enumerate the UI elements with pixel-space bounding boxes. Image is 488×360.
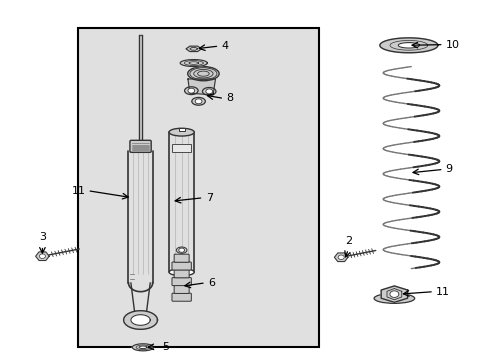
Text: 10: 10 [445, 40, 459, 50]
Ellipse shape [202, 87, 216, 95]
FancyBboxPatch shape [174, 270, 189, 278]
Circle shape [187, 88, 194, 93]
Text: 4: 4 [221, 41, 228, 51]
Polygon shape [139, 346, 146, 348]
Polygon shape [123, 311, 157, 329]
Polygon shape [397, 42, 419, 48]
FancyBboxPatch shape [172, 278, 191, 285]
FancyBboxPatch shape [172, 262, 191, 270]
Ellipse shape [184, 87, 198, 95]
FancyBboxPatch shape [174, 254, 189, 262]
Polygon shape [131, 315, 150, 325]
FancyBboxPatch shape [172, 293, 191, 301]
Circle shape [389, 291, 398, 297]
Text: 3: 3 [39, 232, 46, 242]
Circle shape [337, 255, 344, 260]
FancyBboxPatch shape [174, 285, 189, 293]
Polygon shape [36, 252, 49, 261]
Polygon shape [187, 79, 215, 95]
Polygon shape [334, 253, 347, 262]
Polygon shape [180, 59, 207, 67]
Circle shape [40, 254, 45, 258]
Bar [172, 144, 191, 152]
Ellipse shape [191, 98, 205, 105]
Bar [78, 28, 319, 347]
Text: 1: 1 [78, 186, 85, 195]
Polygon shape [188, 62, 198, 64]
Polygon shape [379, 38, 437, 53]
Ellipse shape [169, 269, 194, 276]
Bar [179, 127, 184, 131]
FancyBboxPatch shape [130, 140, 151, 152]
Circle shape [179, 248, 184, 252]
Ellipse shape [169, 128, 194, 136]
Ellipse shape [373, 293, 414, 303]
Polygon shape [132, 344, 153, 351]
Text: 6: 6 [207, 278, 214, 288]
Text: 7: 7 [205, 193, 212, 203]
Polygon shape [381, 286, 407, 302]
Text: 11: 11 [435, 287, 449, 297]
Text: 8: 8 [225, 94, 233, 103]
Text: 2: 2 [344, 236, 351, 246]
Text: 5: 5 [162, 342, 169, 352]
Ellipse shape [187, 67, 219, 81]
Text: 1: 1 [72, 186, 79, 195]
Circle shape [205, 89, 212, 94]
Text: 9: 9 [445, 165, 452, 174]
Ellipse shape [176, 247, 186, 253]
Polygon shape [185, 46, 201, 51]
Circle shape [195, 99, 202, 104]
